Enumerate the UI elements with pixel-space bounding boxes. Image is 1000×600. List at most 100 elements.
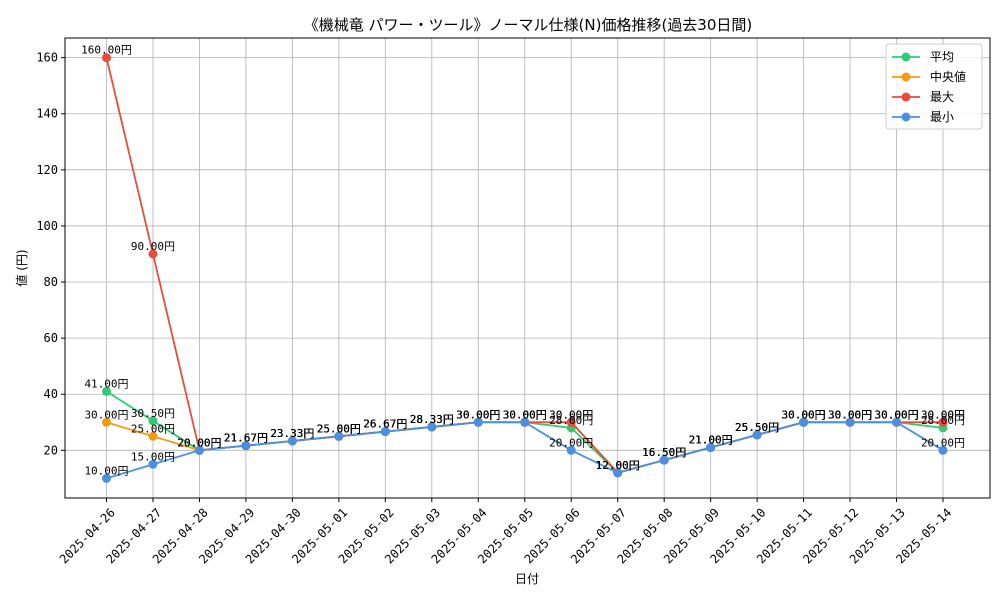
data-value-label: 21.00円 — [689, 434, 733, 447]
data-value-label: 21.00円 — [689, 434, 733, 447]
legend-swatch-marker — [901, 72, 911, 82]
data-value-label: 16.50円 — [642, 446, 686, 459]
data-point — [334, 431, 344, 441]
data-value-label: 30.00円 — [828, 408, 872, 421]
data-value-label: 26.67円 — [363, 418, 407, 431]
data-value-label: 41.00円 — [84, 377, 128, 390]
data-value-label: 30.00円 — [782, 408, 826, 421]
data-value-label: 25.50円 — [735, 421, 779, 434]
data-value-label: 30.00円 — [549, 408, 593, 421]
data-value-label: 16.50円 — [642, 446, 686, 459]
data-point — [566, 445, 576, 455]
data-value-label: 23.33円 — [270, 427, 314, 440]
data-value-label: 21.00円 — [689, 434, 733, 447]
legend-entry-label: 中央値 — [930, 69, 966, 84]
data-value-label: 28.33円 — [410, 413, 454, 426]
data-point — [613, 468, 623, 478]
y-tick-label: 40 — [44, 387, 58, 401]
y-tick-label: 20 — [44, 443, 58, 457]
data-point — [752, 430, 762, 440]
data-value-label: 28.00円 — [921, 414, 965, 427]
y-tick-label: 100 — [36, 219, 58, 233]
y-tick-label: 80 — [44, 275, 58, 289]
y-tick-label: 140 — [36, 107, 58, 121]
legend-entry-label: 平均 — [930, 50, 954, 64]
data-value-label: 23.33円 — [270, 427, 314, 440]
data-value-label: 12.00円 — [596, 459, 640, 472]
data-point — [659, 455, 669, 465]
data-point — [427, 422, 437, 432]
data-value-label: 26.67円 — [363, 418, 407, 431]
data-value-label: 20.00円 — [921, 436, 965, 449]
legend-box — [885, 43, 983, 130]
data-point — [706, 443, 716, 453]
data-value-label: 160.00円 — [81, 44, 132, 57]
data-value-label: 30.50円 — [131, 407, 175, 420]
chart-title: 《機械竜 パワー・ツール》ノーマル仕様(N)価格推移(過去30日間) — [304, 16, 753, 34]
data-point — [938, 445, 948, 455]
x-tick-layer: 2025-04-262025-04-272025-04-282025-04-29… — [57, 498, 954, 566]
data-point — [473, 417, 483, 427]
data-value-label: 30.00円 — [549, 408, 593, 421]
data-point — [102, 473, 111, 483]
data-value-label: 20.00円 — [177, 436, 221, 449]
data-value-label: 25.50円 — [735, 421, 779, 434]
y-tick-layer: 20 40 60 80 100 120 140 160 — [36, 51, 65, 457]
data-point — [566, 417, 576, 427]
data-value-label: 30.00円 — [828, 408, 872, 421]
data-point — [845, 417, 855, 427]
y-tick-label: 120 — [36, 163, 58, 177]
data-point — [241, 441, 251, 451]
grid-layer — [65, 38, 990, 498]
data-value-label: 30.00円 — [782, 408, 826, 421]
y-tick-label: 160 — [36, 51, 58, 65]
data-value-label: 25.00円 — [317, 422, 361, 435]
data-value-label: 15.00円 — [131, 450, 175, 463]
data-point — [520, 417, 530, 427]
data-value-label: 21.00円 — [689, 434, 733, 447]
data-value-label: 30.00円 — [503, 408, 547, 421]
data-value-label: 30.00円 — [828, 408, 872, 421]
data-value-label: 21.67円 — [224, 432, 268, 445]
data-value-label: 30.00円 — [782, 408, 826, 421]
legend-swatch-marker — [901, 112, 911, 122]
data-point — [148, 459, 158, 469]
data-value-label: 25.00円 — [131, 422, 175, 435]
x-axis-label: 日付 — [515, 572, 539, 586]
data-value-label: 90.00円 — [131, 240, 175, 253]
data-value-label: 28.33円 — [410, 413, 454, 426]
data-value-label: 30.00円 — [874, 408, 918, 421]
data-value-label: 10.00円 — [84, 464, 128, 477]
data-value-label: 28.00円 — [549, 414, 593, 427]
data-value-label: 21.67円 — [224, 432, 268, 445]
data-point — [102, 53, 111, 63]
data-value-label: 30.00円 — [456, 408, 500, 421]
data-value-label: 30.00円 — [456, 408, 500, 421]
data-value-label: 30.00円 — [84, 408, 128, 421]
data-point — [194, 445, 204, 455]
data-value-label: 20.00円 — [177, 436, 221, 449]
data-value-label: 12.00円 — [596, 459, 640, 472]
data-value-label: 26.67円 — [363, 418, 407, 431]
data-point — [799, 417, 809, 427]
data-value-label: 20.00円 — [177, 436, 221, 449]
data-value-label: 30.00円 — [456, 408, 500, 421]
series-layer — [102, 53, 948, 483]
data-point — [287, 436, 297, 446]
data-value-label: 30.00円 — [828, 408, 872, 421]
data-value-label: 16.50円 — [642, 446, 686, 459]
data-value-label: 30.00円 — [503, 408, 547, 421]
data-value-label: 28.33円 — [410, 413, 454, 426]
y-axis-label: 値 (円) — [14, 249, 29, 286]
data-value-label: 30.00円 — [874, 408, 918, 421]
data-value-label: 30.00円 — [503, 408, 547, 421]
legend-entry-label: 最大 — [930, 90, 954, 104]
data-point — [148, 416, 158, 426]
data-value-label: 23.33円 — [270, 427, 314, 440]
data-point — [148, 249, 158, 259]
data-value-label: 25.50円 — [735, 421, 779, 434]
data-value-label: 26.67円 — [363, 418, 407, 431]
data-point — [148, 431, 158, 441]
data-value-label: 21.67円 — [224, 432, 268, 445]
